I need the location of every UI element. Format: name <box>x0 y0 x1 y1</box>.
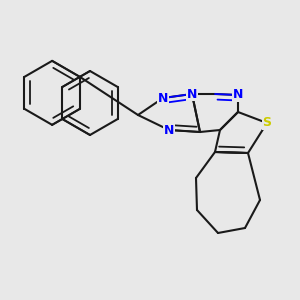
Text: N: N <box>233 88 243 101</box>
Text: N: N <box>164 124 174 136</box>
Text: S: S <box>262 116 272 130</box>
Text: N: N <box>187 88 197 100</box>
Text: N: N <box>158 92 168 104</box>
